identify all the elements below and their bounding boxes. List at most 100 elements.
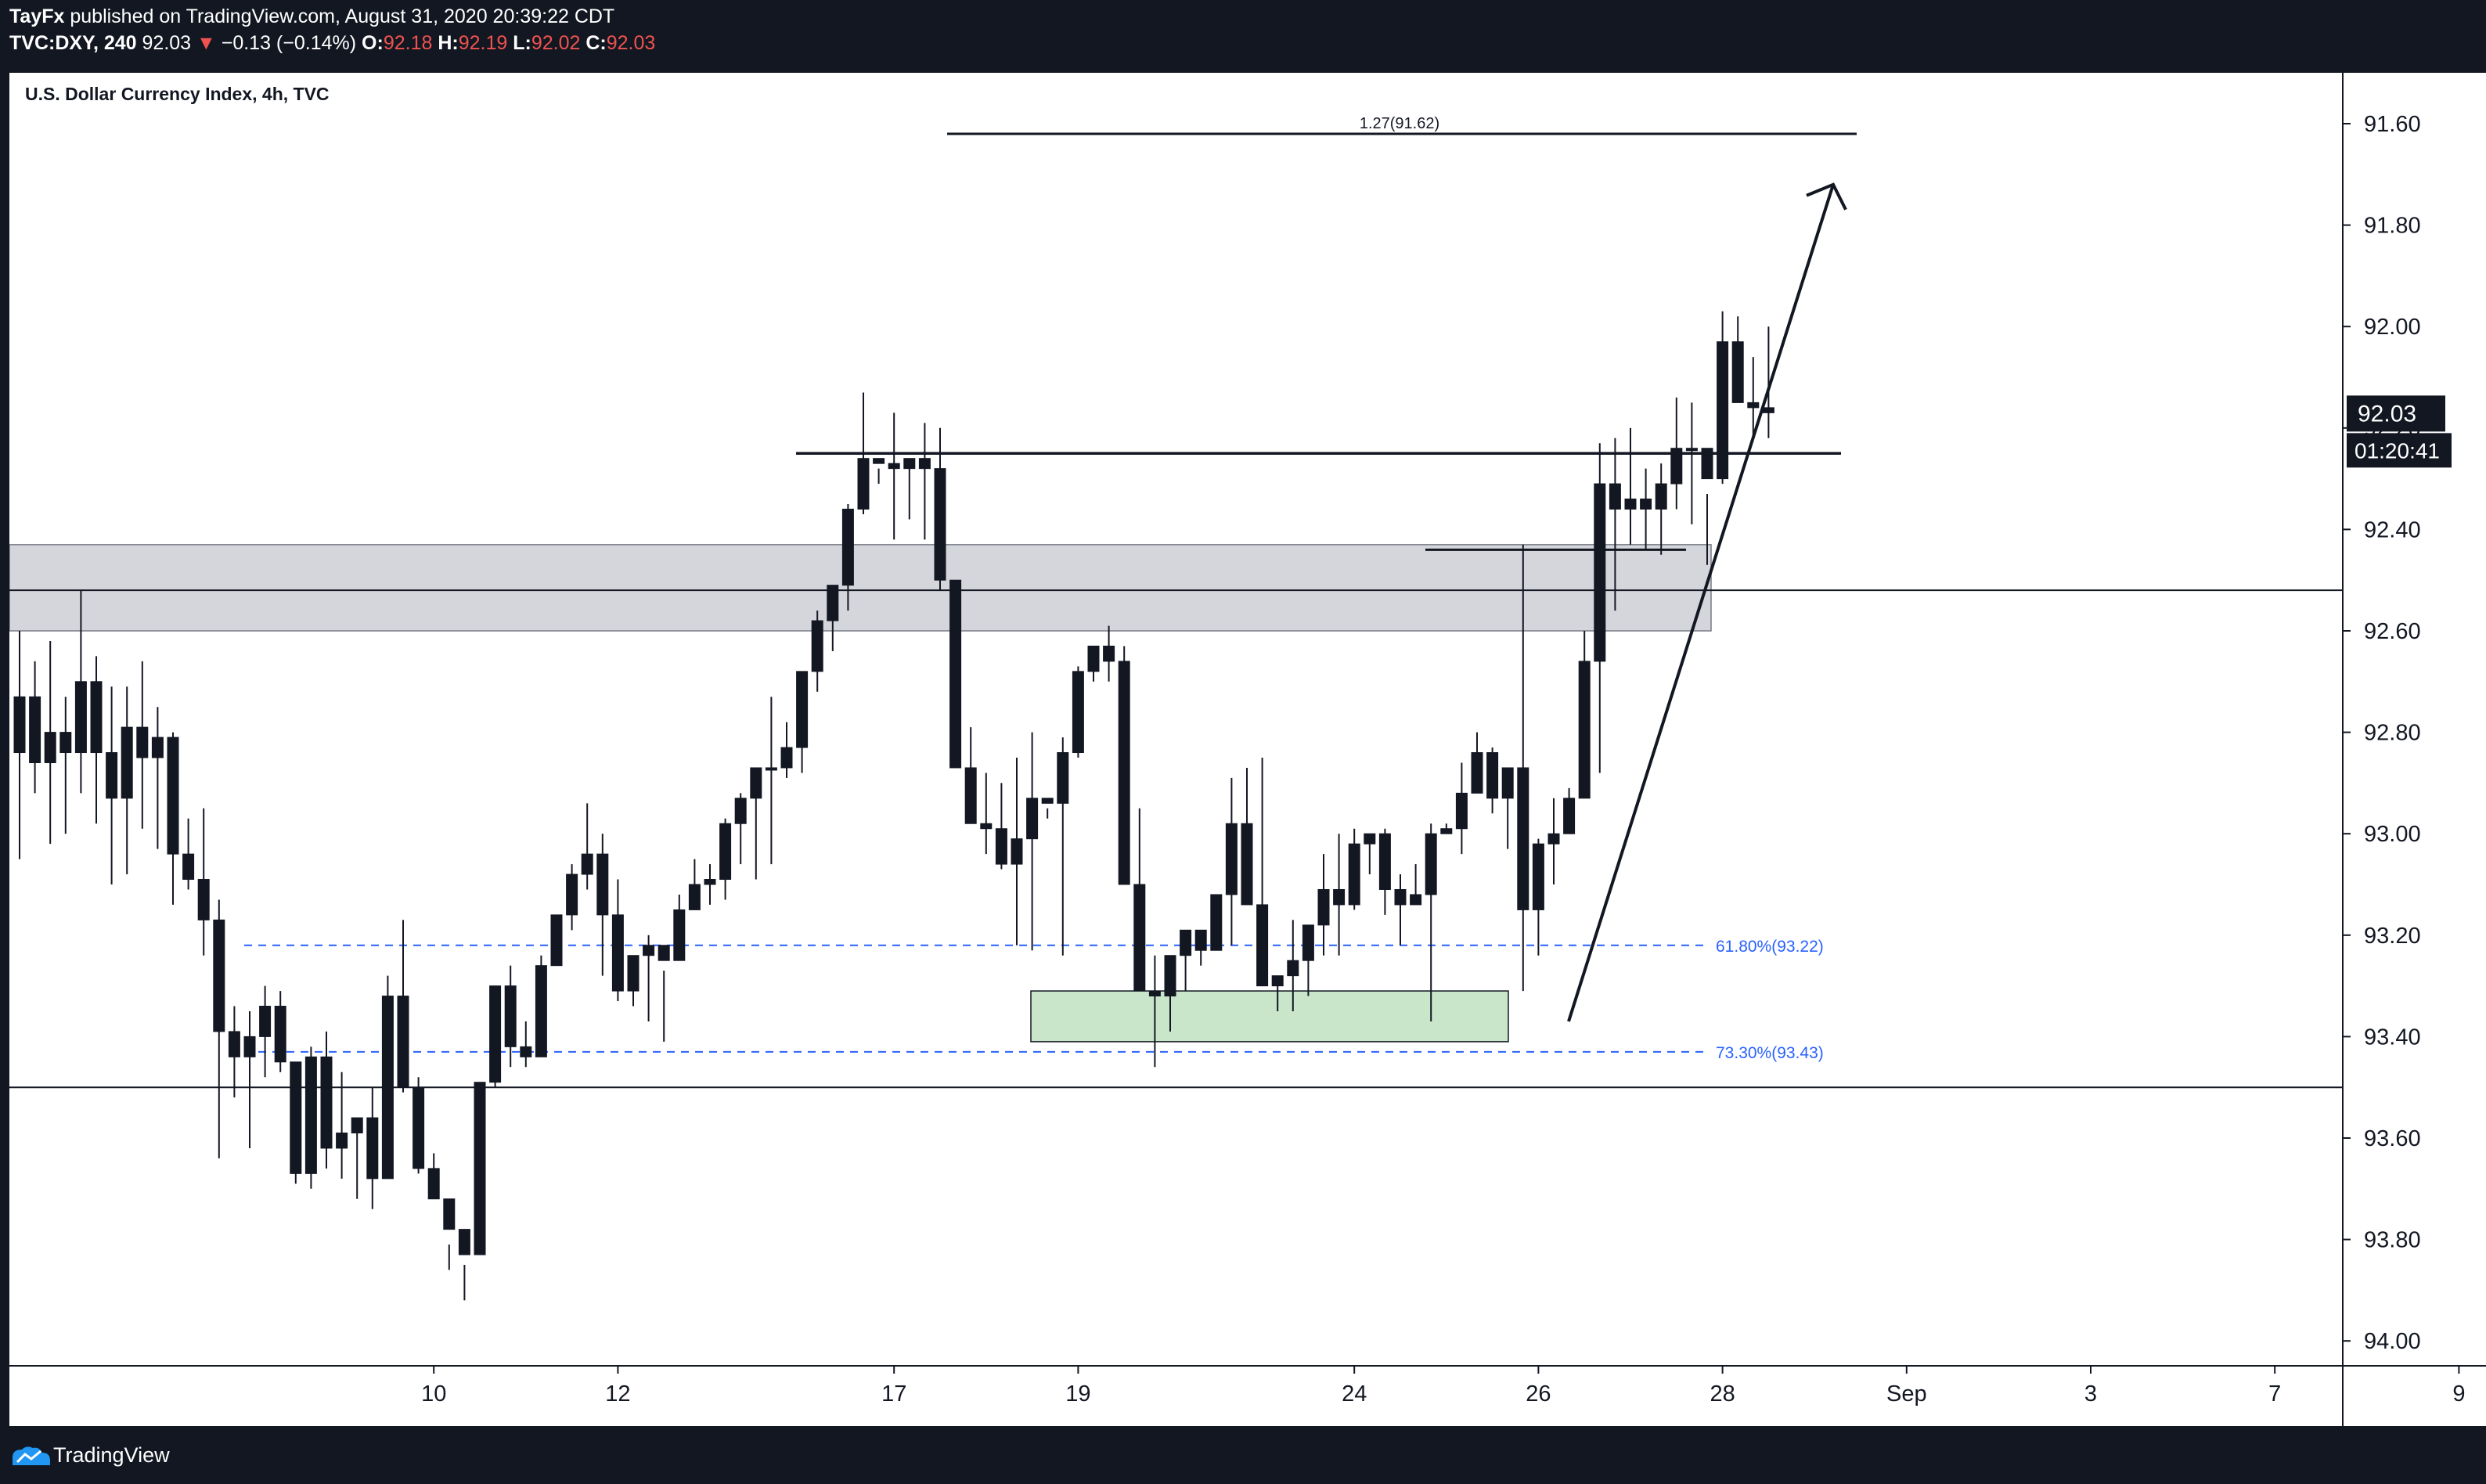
candle-body <box>888 463 900 470</box>
candle-body <box>1026 798 1039 840</box>
candle <box>841 504 854 611</box>
candle <box>1041 798 1054 819</box>
candle <box>427 1153 440 1200</box>
candle <box>1103 625 1115 682</box>
candle <box>443 1198 456 1270</box>
fib-733-label: 73.30%(93.43) <box>1716 1044 1824 1062</box>
candle-body <box>320 1056 333 1149</box>
candle <box>59 697 72 834</box>
time-axis-ticks: 10 12 17 19 24 26 28 Sep 3 7 9 <box>421 1366 2465 1407</box>
candle <box>1394 874 1407 946</box>
candle <box>1011 758 1023 946</box>
candle <box>1547 798 1560 884</box>
open-value: 92.18 <box>383 32 433 54</box>
candles-layer <box>13 311 1774 1301</box>
candle-body <box>596 853 609 916</box>
candle <box>1425 823 1437 1021</box>
candle <box>290 1061 302 1184</box>
candle-body <box>734 798 747 824</box>
candle <box>535 955 547 1057</box>
candle <box>627 955 640 1007</box>
candle-body <box>1594 483 1606 662</box>
time-tick-label: Sep <box>1886 1381 1927 1407</box>
candle-body <box>1747 402 1760 409</box>
tradingview-logo-icon[interactable] <box>9 1442 52 1468</box>
candle-body <box>520 1046 532 1057</box>
price-chart[interactable]: 1.27(91.62)61.80%(93.22)73.30%(93.43) 91… <box>9 70 2486 1426</box>
candle-body <box>1701 448 1713 480</box>
candle-body <box>413 1086 425 1169</box>
candle <box>1747 357 1760 438</box>
candle-body <box>1425 833 1437 895</box>
candle <box>1026 732 1039 951</box>
arrow-head-icon <box>1806 182 1847 211</box>
candle-body <box>351 1117 363 1134</box>
candle-body <box>458 1229 470 1255</box>
high-value: 92.19 <box>458 32 508 54</box>
chart-area[interactable]: 1.27(91.62) 61.80%(93.22) 73.30%(93.43) 91… <box>9 70 2486 1426</box>
candle <box>903 458 916 520</box>
candle-body <box>182 853 195 881</box>
candle <box>688 859 701 910</box>
candle-body <box>934 468 946 581</box>
candle <box>1717 311 1729 484</box>
candle <box>611 879 624 1002</box>
candle <box>1670 397 1683 510</box>
countdown-text: 01:20:41 <box>2354 438 2440 463</box>
candle-body <box>136 726 149 758</box>
price-tick-label: 92.40 <box>2364 517 2421 542</box>
time-tick-label: 12 <box>605 1381 630 1407</box>
candle-body <box>1164 955 1176 997</box>
candle <box>1701 448 1713 565</box>
candle-body <box>1011 838 1023 865</box>
candle-body <box>1609 483 1621 510</box>
candle-body <box>903 458 916 470</box>
candle-body <box>228 1031 240 1057</box>
candle <box>1057 737 1069 956</box>
candle <box>106 686 118 884</box>
candle-body <box>106 752 118 799</box>
candle <box>366 1087 379 1209</box>
candle-body <box>627 955 640 992</box>
candle-body <box>643 945 655 956</box>
candle <box>1210 894 1223 951</box>
candle <box>1118 646 1130 885</box>
candle-body <box>1256 904 1269 987</box>
close-value: 92.03 <box>606 32 656 54</box>
candle <box>413 1077 425 1174</box>
candle-body <box>1762 407 1774 413</box>
author-name[interactable]: TayFx <box>9 5 65 27</box>
tradingview-brand[interactable]: TradingView <box>53 1443 170 1467</box>
candle-body <box>427 1168 440 1200</box>
candle-body <box>827 585 839 621</box>
candle <box>1762 326 1774 438</box>
symbol-line: TVC:DXY, 240 92.03 ▼ −0.13 (−0.14%) O:92… <box>9 31 655 55</box>
candle-body <box>1717 341 1729 480</box>
price-tick-label: 94.00 <box>2364 1329 2421 1354</box>
price-tick-label: 91.60 <box>2364 112 2421 137</box>
candle <box>581 803 593 890</box>
candle <box>274 991 286 1072</box>
candle <box>474 1082 486 1255</box>
candle <box>13 631 26 859</box>
candle <box>213 899 225 1158</box>
time-tick-label: 17 <box>881 1381 906 1407</box>
candle-body <box>980 823 993 830</box>
price-tick-label: 93.40 <box>2364 1025 2421 1050</box>
candle-body <box>1057 752 1069 804</box>
candle <box>336 1072 348 1179</box>
candle <box>520 1021 532 1068</box>
chart-title: U.S. Dollar Currency Index, 4h, TVC <box>25 84 330 104</box>
candle-body <box>719 823 732 881</box>
candle-body <box>1087 645 1100 672</box>
candle-body <box>489 985 502 1083</box>
candle-body <box>29 696 41 763</box>
candle-body <box>780 747 793 769</box>
chart-background <box>9 70 2486 1426</box>
down-arrow-icon: ▼ <box>196 32 216 54</box>
candle-body <box>1578 661 1591 799</box>
candle <box>1455 762 1468 855</box>
candle-body <box>304 1056 317 1174</box>
fib-618-label: 61.80%(93.22) <box>1716 938 1824 956</box>
price-change: −0.13 (−0.14%) <box>221 32 357 54</box>
